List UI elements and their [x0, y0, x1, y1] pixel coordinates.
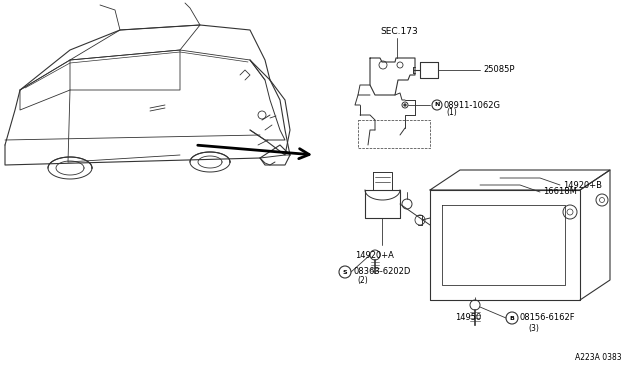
Text: 08363-6202D: 08363-6202D	[353, 267, 410, 276]
Text: (2): (2)	[358, 276, 369, 285]
Text: 16618M: 16618M	[543, 187, 577, 196]
Text: 08156-6162F: 08156-6162F	[520, 314, 575, 323]
Text: N: N	[435, 103, 440, 108]
Text: A223A 0383: A223A 0383	[575, 353, 622, 362]
Text: (3): (3)	[529, 324, 540, 333]
Text: 08911-1062G: 08911-1062G	[444, 100, 501, 109]
Text: 25085P: 25085P	[483, 65, 515, 74]
Text: (1): (1)	[447, 109, 458, 118]
Circle shape	[404, 104, 406, 106]
Text: 14950: 14950	[455, 314, 481, 323]
Text: B: B	[509, 315, 515, 321]
Text: S: S	[342, 269, 348, 275]
Text: SEC.173: SEC.173	[380, 28, 418, 36]
Text: 14920+A: 14920+A	[355, 250, 394, 260]
Text: 14920+B: 14920+B	[563, 180, 602, 189]
